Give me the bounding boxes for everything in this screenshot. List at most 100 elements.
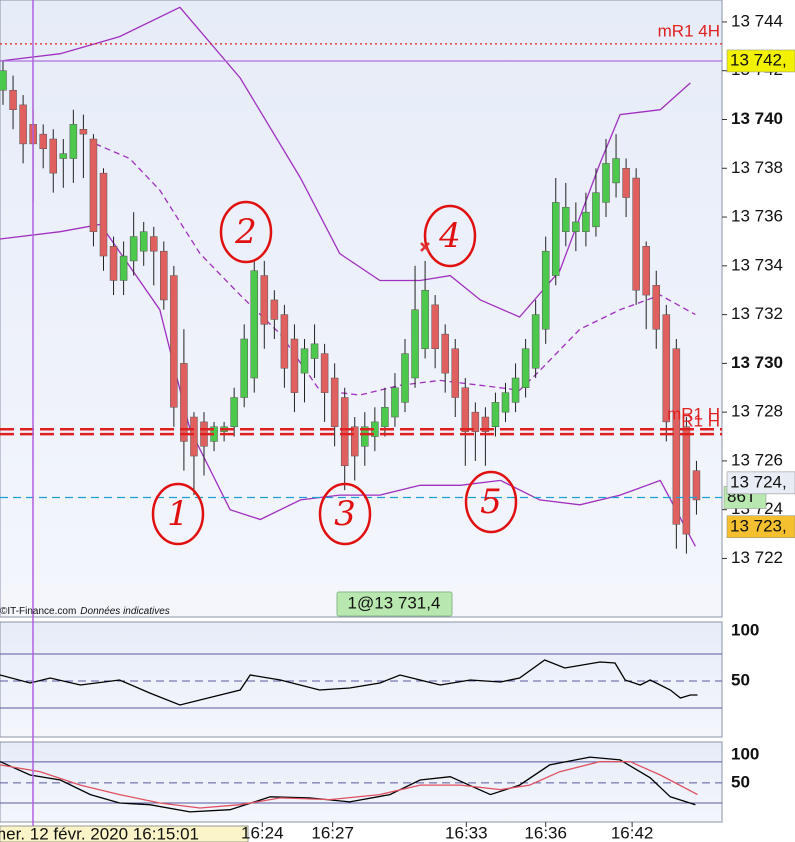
y-tick-label: 13 722 — [731, 548, 783, 567]
level-label: mR1 4H — [658, 21, 720, 40]
candle-body — [180, 363, 188, 442]
annotation-label: 3 — [334, 494, 356, 534]
candle-body — [451, 348, 459, 398]
band-line — [0, 223, 696, 547]
x-tick-label: 16:33 — [445, 823, 488, 842]
candle-body — [340, 397, 349, 467]
candle-body — [421, 289, 429, 349]
credit-source: ©IT-Finance.com — [0, 606, 76, 617]
candle-body — [39, 133, 47, 150]
annotation-circle — [423, 204, 477, 268]
candle-body — [622, 168, 630, 198]
candle-body — [260, 275, 269, 325]
candle-body — [69, 124, 78, 159]
candle-body — [572, 221, 580, 232]
cursor-date-box — [0, 825, 249, 842]
candle-body — [541, 250, 550, 330]
candle-body — [160, 250, 168, 301]
price-tag-label: 13 724, — [730, 472, 787, 491]
candle-body — [602, 163, 610, 203]
order-box — [336, 591, 453, 617]
band-line — [95, 143, 696, 396]
candle-body — [300, 348, 309, 374]
y-tick-label: 50 — [731, 670, 750, 689]
candle-body — [240, 338, 248, 398]
candle-body — [652, 285, 660, 330]
candle-body — [89, 138, 98, 232]
candle-body — [391, 387, 399, 418]
candle-body — [481, 416, 490, 432]
annotation-circle — [318, 482, 372, 546]
candle-body — [431, 304, 439, 349]
order-marker — [420, 242, 430, 252]
candle-body — [441, 333, 449, 374]
indicator-panel — [0, 741, 723, 823]
candle-body — [19, 104, 27, 145]
candle-body — [411, 309, 419, 379]
level-label: mR1 H — [667, 405, 720, 424]
order-label: 1@13 731,4 — [348, 593, 441, 612]
candle-body — [552, 202, 560, 276]
candle-body — [129, 236, 138, 262]
annotation-circle — [151, 482, 205, 546]
price-tag — [726, 471, 795, 495]
candle-body — [280, 314, 289, 369]
candle-body — [491, 402, 500, 428]
candle-body — [230, 397, 238, 428]
x-tick-label: 16:36 — [524, 823, 567, 842]
annotation-label: 5 — [480, 482, 502, 522]
y-tick-label: 13 726 — [731, 450, 783, 469]
main-panel — [0, 0, 723, 618]
y-tick-label: 13 744 — [731, 11, 783, 30]
level-label: R1 H — [681, 412, 720, 431]
y-tick-label: 100 — [731, 744, 759, 763]
price-tag-label: 13 742, — [730, 50, 787, 69]
annotation-circle — [464, 470, 518, 534]
cursor-date: mer. 12 févr. 2020 16:15:01 — [0, 824, 199, 842]
candle-body — [320, 353, 329, 393]
candle-body — [582, 211, 590, 232]
candle-body — [471, 411, 480, 432]
candle-body — [139, 231, 148, 252]
candle-body — [79, 129, 88, 135]
candle-body — [562, 207, 570, 232]
indicator-line — [0, 659, 698, 706]
candle-body — [592, 192, 600, 228]
y-tick-label: 13 734 — [731, 255, 783, 274]
candle-body — [351, 426, 359, 457]
annotation-circle — [219, 200, 273, 264]
candle-body — [0, 70, 7, 91]
price-tag-label: 13 723, — [730, 516, 787, 535]
candle-body — [270, 299, 279, 320]
y-tick-label: 13 736 — [731, 207, 783, 226]
candle-body — [109, 246, 118, 281]
candle-body — [99, 172, 108, 257]
y-tick-label: 13 728 — [731, 402, 783, 421]
candle-body — [692, 470, 701, 501]
candle-body — [9, 89, 17, 110]
candle-body — [531, 314, 540, 369]
candle-body — [290, 338, 299, 393]
candle-body — [150, 236, 158, 252]
annotation-label: 1 — [167, 494, 189, 534]
x-tick-label: 16:42 — [611, 823, 654, 842]
price-tag — [726, 515, 795, 539]
y-tick-label: 50 — [731, 772, 750, 791]
candle-body — [49, 138, 57, 174]
y-tick-label: 13 740 — [731, 109, 783, 128]
candle-body — [521, 348, 530, 389]
candle-body — [250, 270, 258, 379]
candle-body — [401, 353, 409, 403]
candle-body — [361, 426, 369, 447]
y-tick-label: 13 738 — [731, 158, 783, 177]
price-tag — [726, 49, 795, 73]
candle-body — [170, 275, 178, 408]
candle-body — [632, 177, 640, 291]
indicator-line — [0, 756, 696, 813]
candle-body — [672, 348, 681, 525]
y-tick-label: 13 732 — [731, 304, 783, 323]
annotation-label: 2 — [234, 212, 257, 252]
y-tick-label: 13 730 — [731, 353, 783, 372]
candle-body — [642, 246, 650, 296]
